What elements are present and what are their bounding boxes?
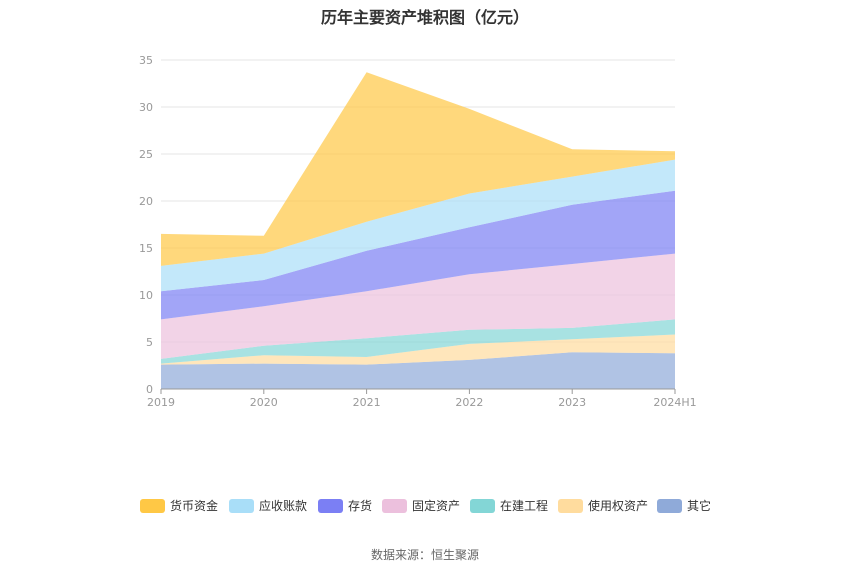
axis-layer: 0 5 10 15 20 25 30 35 2019 2020 2021 2022 2023 2024H1: [139, 54, 697, 409]
x-tick-label: 2022: [455, 396, 483, 409]
area-series-5: [161, 159, 675, 292]
y-tick-label: 25: [139, 148, 153, 161]
x-tick-label: 2021: [353, 396, 381, 409]
y-tick-label: 15: [139, 242, 153, 255]
area-series-6: [161, 72, 675, 266]
legend-swatch: [558, 499, 583, 513]
legend-swatch: [140, 499, 165, 513]
area-series-0: [161, 352, 675, 389]
area-series-2: [161, 319, 675, 364]
legend-label: 存货: [348, 498, 372, 513]
legend-swatch: [657, 499, 682, 513]
legend: 货币资金 应收账款 存货 固定资产 在建工程 使用权资产 其它: [140, 498, 711, 513]
y-tick-label: 10: [139, 289, 153, 302]
x-tick-label: 2019: [147, 396, 175, 409]
y-tick-label: 0: [146, 383, 153, 396]
legend-label: 固定资产: [412, 498, 460, 513]
legend-item[interactable]: 货币资金: [140, 498, 218, 513]
legend-item[interactable]: 应收账款: [229, 498, 307, 513]
legend-label: 应收账款: [259, 498, 307, 513]
legend-label: 货币资金: [170, 498, 218, 513]
area-layer: [161, 72, 675, 389]
x-tick-label: 2023: [558, 396, 586, 409]
legend-label: 在建工程: [500, 498, 548, 513]
legend-swatch: [229, 499, 254, 513]
legend-swatch: [318, 499, 343, 513]
legend-item[interactable]: 其它: [657, 498, 711, 513]
y-tick-label: 30: [139, 101, 153, 114]
legend-swatch: [382, 499, 407, 513]
y-tick-label: 5: [146, 336, 153, 349]
legend-swatch: [470, 499, 495, 513]
x-tick-label: 2024H1: [653, 396, 696, 409]
legend-label: 其它: [687, 498, 711, 513]
legend-item[interactable]: 使用权资产: [558, 498, 648, 513]
x-tick-label: 2020: [250, 396, 278, 409]
area-series-3: [161, 253, 675, 359]
legend-item[interactable]: 在建工程: [470, 498, 548, 513]
y-tick-label: 20: [139, 195, 153, 208]
legend-item[interactable]: 存货: [318, 498, 372, 513]
legend-item[interactable]: 固定资产: [382, 498, 460, 513]
y-tick-label: 35: [139, 54, 153, 67]
data-source: 数据来源：恒生聚源: [370, 548, 479, 562]
legend-label: 使用权资产: [588, 498, 648, 513]
chart-title: 历年主要资产堆积图（亿元）: [320, 8, 529, 27]
area-series-1: [161, 334, 675, 365]
area-series-4: [161, 190, 675, 320]
